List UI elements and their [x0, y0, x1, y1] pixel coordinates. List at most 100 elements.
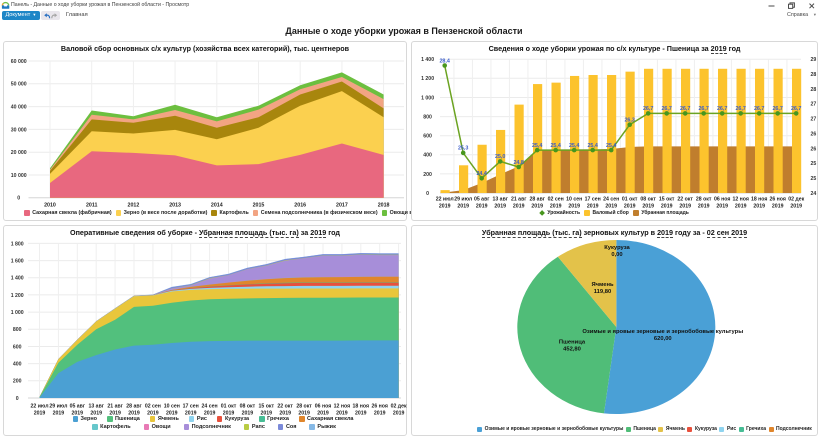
svg-text:2019: 2019	[355, 410, 367, 416]
svg-text:29 июл: 29 июл	[49, 403, 67, 409]
svg-text:2019: 2019	[261, 410, 273, 416]
svg-text:26,7: 26,7	[643, 106, 654, 112]
svg-text:2012: 2012	[128, 203, 140, 209]
svg-text:2019: 2019	[679, 204, 691, 210]
svg-text:26,7: 26,7	[754, 106, 765, 112]
svg-text:2019: 2019	[223, 410, 235, 416]
svg-text:18 ноя: 18 ноя	[751, 197, 767, 203]
svg-text:2019: 2019	[242, 410, 254, 416]
svg-text:28: 28	[811, 87, 817, 93]
svg-text:119,80: 119,80	[594, 289, 611, 295]
svg-text:0: 0	[16, 396, 19, 402]
svg-text:0: 0	[17, 196, 20, 202]
svg-text:0,00: 0,00	[611, 252, 622, 258]
svg-text:26,3: 26,3	[624, 118, 635, 124]
svg-text:2019: 2019	[716, 204, 728, 210]
svg-text:400: 400	[13, 362, 22, 368]
svg-text:2019: 2019	[531, 204, 543, 210]
svg-text:Озимые и яровые зерновые и зер: Озимые и яровые зерновые и зернобобовые …	[582, 328, 743, 335]
svg-text:2017: 2017	[336, 203, 348, 209]
svg-text:2019: 2019	[439, 204, 451, 210]
svg-text:1 400: 1 400	[11, 276, 24, 282]
svg-text:60 000: 60 000	[11, 59, 27, 65]
svg-text:2013: 2013	[169, 203, 181, 209]
svg-text:2019: 2019	[298, 410, 310, 416]
svg-text:18 ноя: 18 ноя	[353, 403, 369, 409]
svg-text:2019: 2019	[494, 204, 506, 210]
svg-text:1 000: 1 000	[11, 310, 24, 316]
svg-text:24,4: 24,4	[476, 171, 487, 177]
svg-text:200: 200	[423, 172, 432, 178]
svg-text:2019: 2019	[185, 410, 197, 416]
svg-text:25,4: 25,4	[606, 143, 617, 149]
svg-text:2019: 2019	[393, 410, 405, 416]
svg-text:28 окт: 28 окт	[696, 197, 712, 203]
svg-text:26,7: 26,7	[717, 106, 728, 112]
svg-text:26,7: 26,7	[661, 106, 672, 112]
svg-text:2019: 2019	[476, 204, 488, 210]
svg-text:22 окт: 22 окт	[677, 197, 693, 203]
svg-text:24 сен: 24 сен	[202, 403, 218, 409]
svg-text:26: 26	[811, 131, 817, 137]
svg-text:08 окт: 08 окт	[640, 197, 656, 203]
svg-text:2019: 2019	[698, 204, 710, 210]
svg-text:1 200: 1 200	[11, 293, 24, 299]
svg-text:29: 29	[811, 57, 817, 63]
svg-text:2019: 2019	[317, 410, 329, 416]
svg-text:27: 27	[811, 102, 817, 108]
svg-text:28: 28	[811, 72, 817, 78]
svg-text:2014: 2014	[211, 203, 223, 209]
svg-text:2011: 2011	[86, 203, 98, 209]
svg-text:02 сен: 02 сен	[145, 403, 161, 409]
svg-text:10 000: 10 000	[11, 173, 27, 179]
svg-text:12 ноя: 12 ноя	[334, 403, 350, 409]
svg-text:2019: 2019	[661, 204, 673, 210]
svg-text:26,7: 26,7	[791, 106, 802, 112]
svg-text:2019: 2019	[642, 204, 654, 210]
svg-text:1 200: 1 200	[421, 76, 434, 82]
svg-text:25,4: 25,4	[569, 143, 580, 149]
svg-text:21 авг: 21 авг	[511, 197, 527, 203]
svg-text:26,7: 26,7	[735, 106, 746, 112]
svg-text:1 600: 1 600	[11, 259, 24, 265]
svg-text:2018: 2018	[378, 203, 390, 209]
svg-text:13 авг: 13 авг	[492, 197, 508, 203]
svg-text:2019: 2019	[90, 410, 102, 416]
svg-text:24,8: 24,8	[513, 160, 524, 166]
svg-text:26,7: 26,7	[680, 106, 691, 112]
svg-text:2019: 2019	[772, 204, 784, 210]
svg-text:28,4: 28,4	[439, 58, 450, 64]
svg-text:40 000: 40 000	[11, 105, 27, 111]
svg-text:15 окт: 15 окт	[259, 403, 275, 409]
svg-text:0: 0	[426, 191, 429, 197]
svg-text:2019: 2019	[72, 410, 84, 416]
svg-text:452,80: 452,80	[563, 347, 581, 353]
svg-text:2010: 2010	[44, 203, 56, 209]
svg-text:25: 25	[811, 161, 817, 167]
svg-text:10 сен: 10 сен	[164, 403, 180, 409]
svg-text:800: 800	[423, 115, 432, 121]
svg-text:26: 26	[811, 146, 817, 152]
svg-text:29 июл: 29 июл	[454, 197, 472, 203]
svg-text:2019: 2019	[204, 410, 216, 416]
svg-text:620,00: 620,00	[654, 336, 672, 342]
svg-text:05 авг: 05 авг	[70, 403, 86, 409]
svg-text:2019: 2019	[34, 410, 46, 416]
svg-text:2019: 2019	[624, 204, 636, 210]
svg-text:26,7: 26,7	[772, 106, 783, 112]
svg-text:2019: 2019	[550, 204, 562, 210]
svg-text:01 окт: 01 окт	[622, 197, 638, 203]
svg-text:Пшеница: Пшеница	[559, 340, 586, 346]
svg-text:24: 24	[811, 191, 817, 197]
svg-text:400: 400	[423, 153, 432, 159]
svg-text:28 окт: 28 окт	[296, 403, 312, 409]
svg-text:27: 27	[811, 117, 817, 123]
svg-text:25: 25	[811, 176, 817, 182]
svg-text:2019: 2019	[279, 410, 291, 416]
svg-text:2016: 2016	[294, 203, 306, 209]
svg-text:600: 600	[423, 134, 432, 140]
svg-text:15 окт: 15 окт	[659, 197, 675, 203]
svg-text:12 ноя: 12 ноя	[732, 197, 748, 203]
svg-text:06 ноя: 06 ноя	[714, 197, 730, 203]
svg-text:2019: 2019	[374, 410, 386, 416]
